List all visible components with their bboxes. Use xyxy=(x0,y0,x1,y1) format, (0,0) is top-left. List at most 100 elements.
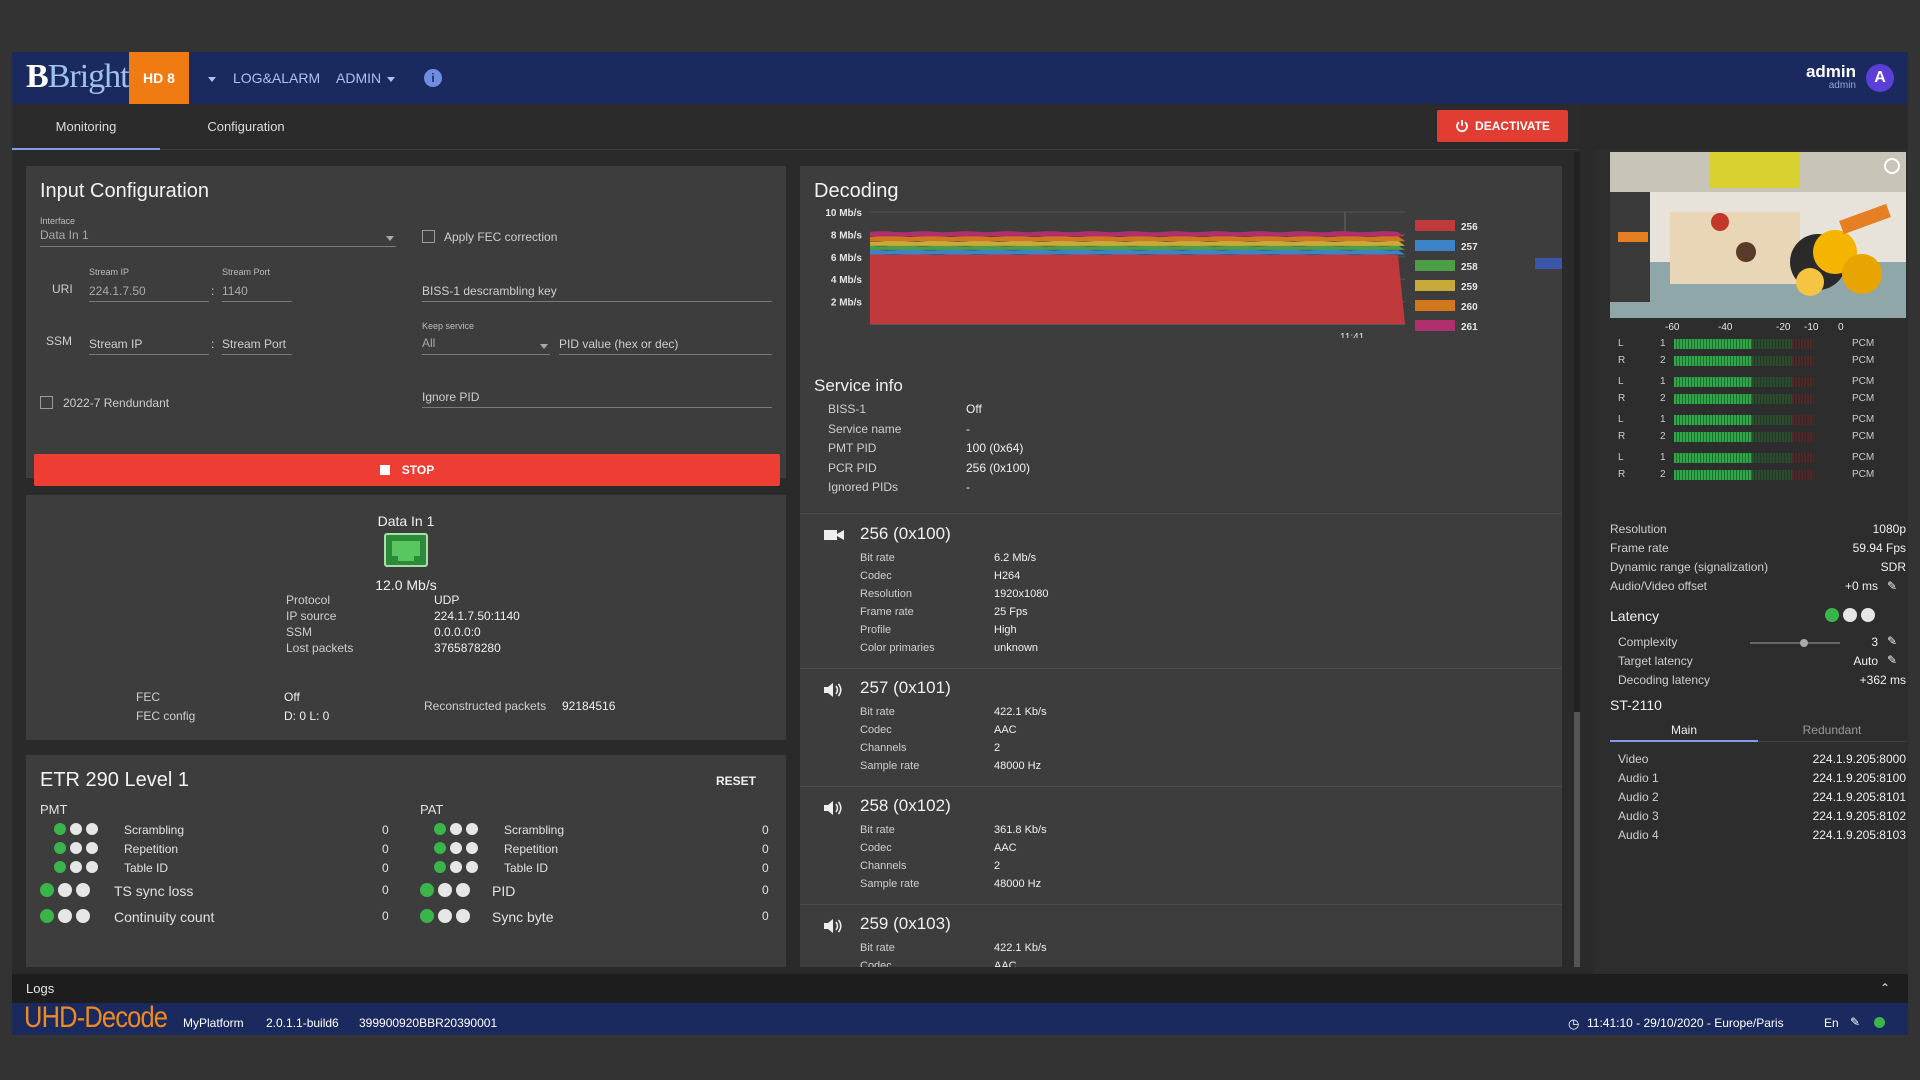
stream-title: 257 (0x101) xyxy=(860,678,951,697)
user-info[interactable]: admin admin xyxy=(1806,62,1856,91)
area-series-258 xyxy=(870,245,1405,250)
edit-av-offset-icon[interactable]: ✎ xyxy=(1887,579,1898,593)
stream-prop-label: Resolution xyxy=(860,588,912,600)
st2110-value: 224.1.9.205:8103 xyxy=(1812,828,1906,842)
ssm-ip-input[interactable]: Stream IP xyxy=(89,337,143,351)
stream-prop-value: 48000 Hz xyxy=(994,760,1042,772)
tab-monitoring[interactable]: Monitoring xyxy=(12,104,160,150)
ignore-pid-input[interactable]: Ignore PID xyxy=(422,390,480,404)
area-series-256 xyxy=(870,253,1405,324)
user-name: admin xyxy=(1805,62,1856,81)
brand-logo[interactable]: BBright xyxy=(26,58,130,95)
log-alarm-menu[interactable]: LOG&ALARM xyxy=(233,70,321,86)
fec-correction-checkbox[interactable] xyxy=(422,230,435,243)
audio-channel-side: L xyxy=(1618,376,1624,387)
audio-channel-side: R xyxy=(1618,431,1626,442)
stream-port-input[interactable]: 1140 xyxy=(222,284,248,298)
status-indicator xyxy=(1874,1017,1885,1028)
data-in-title: Data In 1 xyxy=(377,513,435,529)
datain-value: 3765878280 xyxy=(434,641,501,655)
interface-select[interactable]: Data In 1 xyxy=(40,226,396,244)
st2110-tab-redundant[interactable]: Redundant xyxy=(1758,718,1906,742)
logs-bar[interactable]: Logs ⌃ xyxy=(12,974,1908,1003)
chevron-down-icon xyxy=(534,338,548,356)
audio-channel-number: 1 xyxy=(1660,452,1666,463)
user-role: admin xyxy=(1828,80,1856,91)
avatar[interactable]: A xyxy=(1866,64,1894,92)
service-info-label: Service name xyxy=(828,421,902,436)
status-dots xyxy=(420,909,474,923)
st2110-title: ST-2110 xyxy=(1610,697,1662,713)
chevron-up-icon[interactable]: ⌃ xyxy=(1879,981,1890,995)
st2110-tab-main[interactable]: Main xyxy=(1610,718,1758,742)
chevron-down-icon xyxy=(380,230,394,248)
audio-format: PCM xyxy=(1852,469,1875,480)
audio-channel-number: 2 xyxy=(1660,431,1666,442)
keep-service-select[interactable]: All xyxy=(422,334,550,352)
record-icon[interactable] xyxy=(1884,158,1900,174)
etr-check-label: Scrambling xyxy=(504,823,565,837)
st2110-value: 224.1.9.205:8101 xyxy=(1812,790,1906,804)
status-dots xyxy=(54,823,102,836)
service-info-label: PMT PID xyxy=(828,441,877,455)
input-config-title: Input Configuration xyxy=(40,180,210,202)
video-info-value: 1080p xyxy=(1872,522,1906,536)
video-info-label: Frame rate xyxy=(1610,541,1669,555)
video-info-value: +0 ms xyxy=(1844,579,1878,593)
stream-prop-value: 2 xyxy=(994,860,1001,872)
info-icon[interactable]: i xyxy=(424,69,442,87)
stream-prop-value: High xyxy=(994,624,1017,636)
stream-ip-label: Stream IP xyxy=(89,267,130,277)
stream-ip-input[interactable]: 224.1.7.50 xyxy=(89,284,146,298)
ssm-port-input[interactable]: Stream Port xyxy=(222,337,287,351)
y-tick-label: 2 Mb/s xyxy=(831,298,863,309)
deactivate-button[interactable]: DEACTIVATE xyxy=(1437,110,1568,142)
admin-menu[interactable]: ADMIN xyxy=(336,52,396,104)
edit-icon[interactable]: ✎ xyxy=(1887,634,1898,648)
y-tick-label: 8 Mb/s xyxy=(831,230,863,241)
latency-label: Decoding latency xyxy=(1618,673,1711,687)
audio-format: PCM xyxy=(1852,452,1875,463)
redundant-checkbox[interactable] xyxy=(40,396,53,409)
language-selector[interactable]: En xyxy=(1824,1016,1839,1030)
video-info-label: Audio/Video offset xyxy=(1610,579,1707,593)
slider-handle[interactable] xyxy=(1800,639,1808,647)
stream-prop-value: H264 xyxy=(994,570,1021,582)
y-tick-label: 4 Mb/s xyxy=(831,275,863,286)
audio-level-meter xyxy=(1674,394,1814,404)
complexity-slider[interactable] xyxy=(1750,639,1840,647)
edit-icon[interactable]: ✎ xyxy=(1887,653,1898,667)
fec-config-label: FEC config xyxy=(136,709,196,723)
audio-channel-side: L xyxy=(1618,452,1624,463)
stop-button[interactable]: STOP xyxy=(34,454,780,486)
service-info-label: Ignored PIDs xyxy=(828,480,899,494)
reset-button[interactable]: RESET xyxy=(716,774,757,788)
st2110-value: 224.1.9.205:8102 xyxy=(1812,809,1906,823)
device-button[interactable]: HD 8 xyxy=(129,52,189,104)
stream-prop-label: Codec xyxy=(860,960,892,967)
device-dropdown-icon[interactable] xyxy=(202,52,216,104)
audio-channel-number: 1 xyxy=(1660,338,1666,349)
legend-label: 258 xyxy=(1461,262,1478,273)
audio-channel-number: 1 xyxy=(1660,414,1666,425)
latency-value: +362 ms xyxy=(1859,673,1906,687)
status-dots xyxy=(54,842,102,855)
speaker-icon xyxy=(824,918,844,939)
area-series-260 xyxy=(870,235,1405,242)
scrollbar[interactable] xyxy=(1574,152,1580,967)
area-series-259 xyxy=(870,240,1405,246)
legend-label: 257 xyxy=(1461,242,1478,253)
video-preview-thumbnail[interactable] xyxy=(1610,152,1906,318)
audio-scale-label: -60 xyxy=(1665,322,1680,333)
audio-format: PCM xyxy=(1852,376,1875,387)
tab-configuration[interactable]: Configuration xyxy=(207,119,285,134)
pid-value-input[interactable]: PID value (hex or dec) xyxy=(559,337,679,351)
input-configuration-panel: Input Configuration Interface Data In 1 … xyxy=(26,166,786,486)
stream-title: 258 (0x102) xyxy=(860,796,951,815)
latency-title: Latency xyxy=(1610,608,1660,624)
biss-key-input[interactable]: BISS-1 descrambling key xyxy=(422,284,557,298)
wrench-icon[interactable]: ✎ xyxy=(1850,1015,1861,1029)
latency-value: Auto xyxy=(1853,654,1878,668)
latency-value: 3 xyxy=(1871,635,1878,649)
stream-prop-label: Channels xyxy=(860,860,907,872)
